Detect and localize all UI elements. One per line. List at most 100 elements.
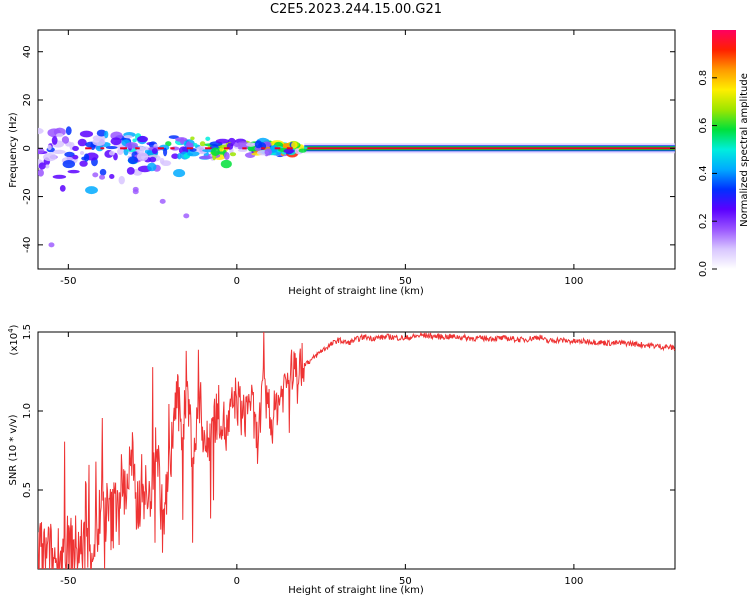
spectral-blob — [190, 136, 195, 141]
bottom-y-tick-label: 1.0 — [22, 403, 33, 419]
bottom-x-tick-label: 100 — [564, 576, 583, 587]
ridge-fragment — [186, 147, 194, 150]
spectral-outlier — [92, 172, 99, 178]
spectral-blob — [85, 186, 98, 195]
colorbar-ticks: 0.0 0.2 0.4 0.6 0.8 — [698, 70, 717, 277]
bottom-y-axis-title: SNR (10 * v/v) — [8, 414, 19, 485]
spectral-blob — [95, 144, 104, 152]
spectral-blob — [62, 159, 76, 169]
spectral-blob — [245, 142, 256, 147]
spectral-outlier — [48, 242, 55, 248]
colorbar-tick-label: 0.4 — [698, 165, 709, 181]
spectral-blob — [99, 168, 107, 176]
bottom-y-tick-label: 0.5 — [22, 482, 33, 498]
spectral-blob — [149, 156, 157, 163]
spectral-blob — [264, 148, 273, 156]
y-scale-multiplier: (x104) — [7, 324, 20, 355]
top-y-ticks: -40 -20 0 20 40 — [22, 45, 675, 253]
ridge-fragment — [120, 147, 128, 150]
top-x-tick-label: 100 — [564, 276, 583, 287]
bottom-y-tick-label: 1.5 — [22, 324, 33, 340]
spectral-blob — [215, 138, 230, 144]
spectral-blob — [43, 152, 57, 162]
spectral-blob — [38, 169, 44, 177]
colorbar-label: Normalized spectral amplitude — [739, 73, 750, 227]
colorbar-tick-label: 0.2 — [698, 213, 709, 229]
spectral-blob — [291, 141, 298, 149]
snr-series-line — [38, 332, 675, 569]
spectral-blob — [92, 138, 106, 146]
spectral-blob — [110, 137, 122, 146]
spectral-blob — [220, 159, 232, 169]
spectral-blob — [72, 145, 79, 152]
spectral-blob — [165, 141, 172, 147]
spectral-blob — [51, 149, 66, 155]
spectral-blob — [56, 133, 64, 138]
ridge-fragment — [242, 147, 247, 150]
spectral-blob — [205, 136, 211, 141]
bottom-x-tick-label: 50 — [399, 576, 412, 587]
spectrogram-heatmap — [38, 126, 675, 248]
spectral-outlier — [99, 174, 106, 180]
spectral-blob — [79, 160, 88, 167]
top-x-ticks: -50 0 50 100 — [60, 30, 583, 287]
top-y-tick-label: 40 — [22, 45, 33, 58]
top-y-tick-label: 20 — [22, 94, 33, 107]
spectral-blob — [175, 137, 188, 142]
spectral-blob — [270, 144, 278, 153]
spectral-blob — [38, 162, 46, 170]
bottom-x-axis-title: Height of straight line (km) — [288, 585, 424, 596]
spectral-blob — [96, 129, 107, 137]
spectral-blob — [147, 162, 157, 172]
spectral-blob — [229, 152, 237, 157]
spectral-blob — [105, 146, 118, 150]
top-x-tick-label: 50 — [399, 276, 412, 287]
spectral-blob — [64, 151, 75, 158]
spectral-outlier — [159, 198, 166, 204]
page-title: C2E5.2023.244.15.00.G21 — [269, 2, 443, 17]
spectral-blob — [52, 174, 67, 179]
spectral-blob — [163, 147, 168, 157]
spectral-blob — [137, 135, 149, 143]
ridge-fragment — [85, 147, 92, 150]
spectral-blob — [38, 147, 45, 154]
spectral-blob — [104, 130, 109, 139]
top-y-axis-title: Frequency (Hz) — [8, 112, 19, 188]
ridge-fragment — [261, 147, 265, 150]
top-y-tick-label: 0 — [22, 145, 33, 151]
spectral-blob — [38, 127, 44, 135]
spectral-blob — [125, 142, 138, 149]
spectral-blob — [61, 136, 70, 144]
spectral-blob — [195, 145, 209, 155]
spectral-blob — [171, 153, 179, 159]
spectral-blob — [233, 142, 240, 147]
spectral-blob — [109, 174, 115, 179]
spectral-blob — [123, 135, 133, 139]
spectral-blob — [223, 152, 230, 160]
spectral-outlier — [132, 189, 139, 195]
top-x-axis-title: Height of straight line (km) — [288, 286, 424, 297]
ridge-fragment — [286, 147, 293, 150]
spectral-blob — [151, 147, 158, 154]
ridge-fragment — [223, 147, 230, 150]
bottom-x-tick-label: 0 — [234, 576, 240, 587]
colorbar-gradient — [712, 30, 736, 269]
ridge-fragment — [274, 147, 281, 150]
spectral-blob — [127, 156, 139, 165]
bottom-y-ticks: 0.5 1.0 1.5 — [22, 324, 675, 498]
spectral-blob — [237, 148, 248, 152]
spectrogram-panel: -50 0 50 100 -40 -20 0 20 40 Height of straight… — [8, 29, 676, 297]
spectral-blob — [118, 175, 125, 185]
spectral-outlier — [183, 213, 190, 219]
spectral-blob — [72, 154, 79, 160]
spectral-blob — [177, 153, 182, 160]
spectral-blob — [159, 157, 165, 164]
spectral-blob — [65, 126, 72, 136]
ridge-core — [304, 147, 675, 150]
spectral-blob — [117, 148, 124, 156]
spectral-blob — [44, 164, 50, 169]
top-y-tick-label: -40 — [22, 237, 33, 253]
spectral-blob — [193, 143, 198, 147]
spectral-blob — [79, 130, 94, 138]
top-y-tick-label: -20 — [22, 188, 33, 204]
